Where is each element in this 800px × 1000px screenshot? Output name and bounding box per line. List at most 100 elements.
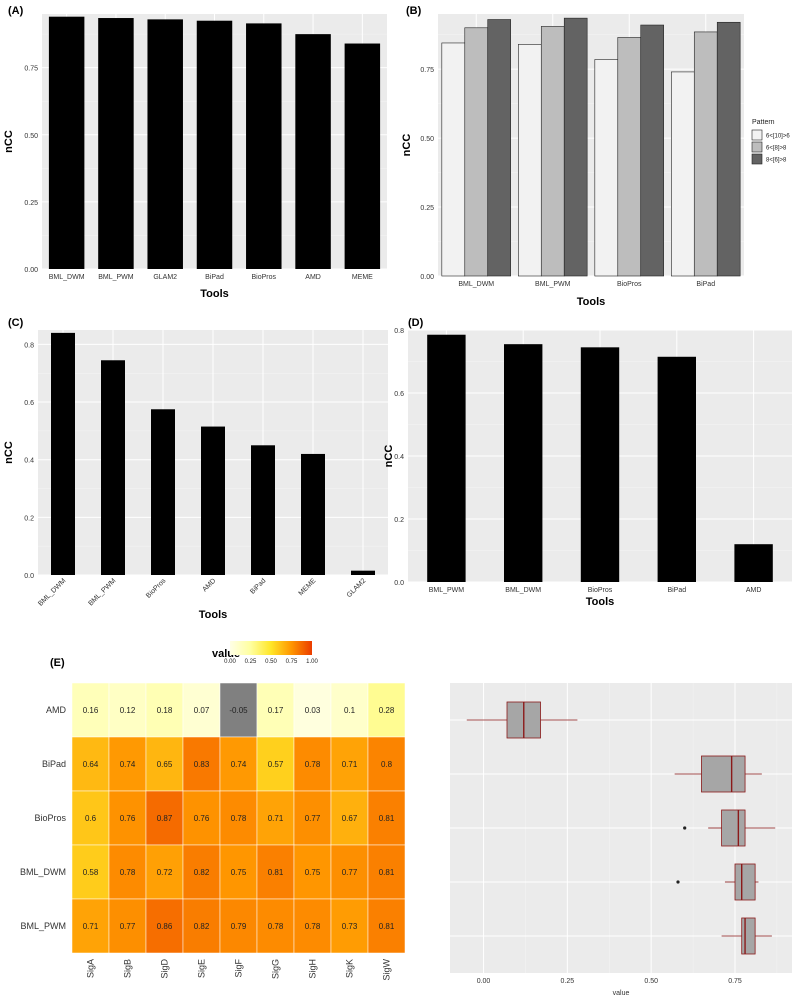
bar-bml-pwm	[98, 18, 134, 269]
bar-bml-pwm-6-10-6	[518, 44, 542, 277]
heatmap-cell-label: 0.82	[194, 868, 210, 877]
bar-amd	[295, 34, 331, 270]
heatmap-cell	[330, 682, 369, 738]
bar-bml-dwm	[51, 332, 75, 575]
bar-biopros-6-8-8	[617, 37, 642, 277]
heatmap-cell-label: 0.07	[194, 706, 210, 715]
y-axis-title: nCC	[401, 134, 413, 157]
heatmap-cell-label: 0.77	[342, 868, 358, 877]
heatmap-cell-label: 0.77	[305, 814, 321, 823]
heatmap-cell	[293, 790, 332, 846]
bar-biopros	[246, 23, 282, 269]
y-tick-label: 0.00	[420, 274, 434, 281]
legend-entry: 6<[10]>6	[766, 134, 790, 140]
heatmap-cell-label: 0.82	[194, 922, 210, 931]
y-tick-label: 0.6	[24, 400, 34, 407]
bar-bipad	[196, 20, 233, 269]
colorbar-tick: 0.75	[286, 659, 298, 665]
column-label: SigF	[234, 959, 244, 978]
heatmap-cell	[182, 736, 221, 792]
heatmap-cell-label: 0.72	[157, 868, 173, 877]
y-tick-label: 0.0	[394, 580, 404, 587]
bar-biopros	[151, 409, 175, 575]
heatmap-cell-label: 0.71	[268, 814, 284, 823]
bar-biopros-8-6-8	[640, 24, 664, 277]
row-label: BML_DWM	[20, 867, 66, 877]
heatmap-cell-label: 0.78	[305, 760, 321, 769]
heatmap-cell-label: 0.75	[305, 868, 321, 877]
y-tick-label: 0.75	[420, 67, 434, 74]
x-tick-label: AMD	[746, 587, 762, 594]
heatmap-cell	[108, 736, 147, 792]
heatmap-cell	[145, 898, 184, 954]
panel-label: (B)	[406, 5, 422, 17]
heatmap-cell-label: 0.57	[268, 760, 284, 769]
bar-bipad	[657, 356, 696, 582]
panel-label: (D)	[408, 317, 424, 329]
y-axis-title: nCC	[3, 441, 15, 464]
x-tick-label: BML_DWM	[458, 281, 494, 288]
bar-bml-dwm-6-10-6	[441, 42, 466, 277]
x-tick-label: BML_DWM	[49, 274, 85, 281]
y-tick-label: 0.0	[24, 573, 34, 580]
heatmap-cell-label: 0.6	[85, 814, 97, 823]
x-tick-label: MEME	[352, 274, 373, 281]
bar-bml-dwm	[504, 344, 543, 582]
box-bml-pwm	[741, 917, 756, 955]
heatmap-cell-label: 0.18	[157, 706, 173, 715]
row-label: AMD	[46, 705, 67, 715]
x-tick-label: BioPros	[588, 587, 613, 594]
panel-label: (E)	[50, 657, 65, 669]
y-tick-label: 0.25	[24, 200, 38, 207]
heatmap-cell-label: 0.83	[194, 760, 210, 769]
panel-c: (C) 0.0 0.2 0.4 0.6 0.8 BML_DWM BML_PWM BioPros A…	[3, 317, 388, 621]
heatmap-cell-label: 0.78	[268, 922, 284, 931]
heatmap-cell-label: 0.78	[231, 814, 247, 823]
heatmap-cell	[145, 790, 184, 846]
heatmap-cell	[367, 844, 406, 900]
heatmap-cell-label: 0.87	[157, 814, 173, 823]
heatmap-cell	[293, 898, 332, 954]
heatmap-cell-label: 0.8	[381, 760, 393, 769]
column-label: SigD	[160, 959, 170, 979]
x-tick-label: 0.75	[728, 978, 742, 985]
colorbar-tick: 0.00	[224, 659, 236, 665]
heatmap-cell-label: 0.86	[157, 922, 173, 931]
panel-a: (A) 0.00 0.25 0.50 0.75 BML_DWM BML_PWM GLAM2 Bi…	[3, 5, 387, 300]
heatmap-cell	[367, 682, 406, 738]
heatmap-cell-label: 0.78	[305, 922, 321, 931]
bar-bml-dwm	[48, 16, 85, 270]
heatmap-cell-label: 0.77	[120, 922, 136, 931]
panel-b: (B) 0.00 0.25 0.50 0.75 BML_DWM BML_PWM BioPros…	[401, 5, 790, 308]
colorbar-tick: 0.25	[245, 659, 257, 665]
heatmap-cell	[108, 844, 147, 900]
x-tick-label: BiPad	[696, 281, 715, 288]
bar-glam2	[351, 570, 375, 575]
heatmap-cell	[108, 898, 147, 954]
column-label: SigE	[197, 959, 207, 978]
heatmap-cell-label: 0.03	[305, 706, 321, 715]
bar-bml-pwm-8-6-8	[563, 17, 588, 277]
heatmap-cell-label: 0.65	[157, 760, 173, 769]
heatmap-cell	[71, 790, 110, 846]
y-tick-label: 0.50	[24, 133, 38, 140]
bar-bml-pwm	[101, 360, 125, 575]
x-tick-label: AMD	[305, 274, 321, 281]
heatmap-cell	[71, 736, 110, 792]
bar-amd	[734, 544, 773, 582]
panel-label: (C)	[8, 317, 24, 329]
panel-e-boxplot: 0.00 0.25 0.50 0.75 value	[450, 683, 792, 997]
heatmap-cell	[219, 844, 258, 900]
panel-label: (A)	[8, 5, 24, 17]
bar-bml-pwm	[427, 334, 466, 582]
column-label: SigH	[308, 959, 318, 979]
heatmap-cell	[367, 898, 406, 954]
heatmap-cell-label: 0.17	[268, 706, 284, 715]
heatmap-cell-label: 0.16	[83, 706, 99, 715]
bar-biopros	[580, 347, 620, 582]
x-tick-label: GLAM2	[153, 274, 177, 281]
bar-bml-dwm-8-6-8	[487, 19, 511, 277]
legend-swatch-6-8-8	[751, 141, 763, 153]
x-axis-title: value	[613, 990, 630, 997]
colorbar-tick: 1.00	[306, 659, 318, 665]
